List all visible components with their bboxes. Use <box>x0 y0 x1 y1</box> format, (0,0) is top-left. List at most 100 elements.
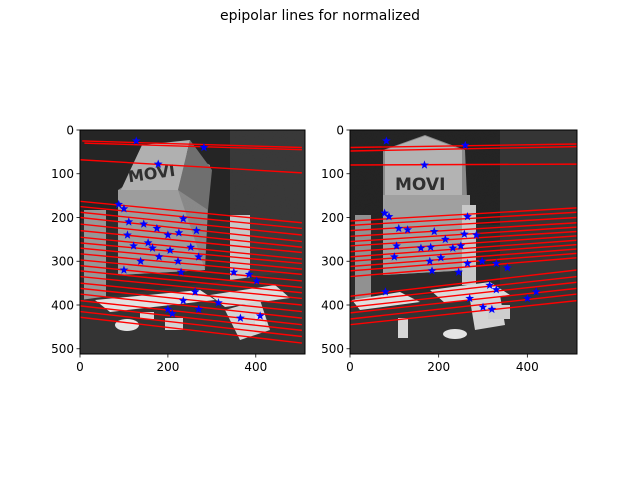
left-x-tick-label: 200 <box>156 360 179 374</box>
right-feature-point <box>403 225 413 234</box>
left-epipolar-line <box>80 264 302 289</box>
right-epipolar-line <box>350 222 577 238</box>
left-epipolar-line <box>80 216 302 243</box>
right-epipolar-line <box>350 239 577 258</box>
left-feature-point <box>119 265 129 274</box>
left-epipolar-line <box>80 159 302 174</box>
left-epipolar-line <box>80 205 302 230</box>
right-y-tick-label: 400 <box>321 298 344 312</box>
left-epipolar-line <box>80 293 302 319</box>
right-epipolar-line <box>350 299 577 326</box>
left-feature-point <box>124 217 134 226</box>
left-epipolar-line <box>80 259 302 282</box>
left-epipolar-line <box>80 253 302 276</box>
right-feature-point <box>436 253 446 262</box>
right-feature-point <box>384 212 394 221</box>
left-epipolar-line <box>80 247 302 270</box>
left-feature-point <box>148 243 157 252</box>
right-feature-point <box>460 229 469 238</box>
left-y-tick-label: 300 <box>51 255 74 269</box>
left-feature-point <box>123 230 132 239</box>
right-epipolar-line <box>350 163 577 166</box>
left-feature-point <box>154 252 164 261</box>
left-feature-point <box>255 311 265 320</box>
right-y-tick-label: 0 <box>336 123 344 137</box>
left-feature-point <box>165 245 175 255</box>
right-epipolar-line <box>350 243 577 262</box>
right-feature-point <box>381 136 391 145</box>
right-feature-point <box>471 230 481 239</box>
left-feature-point <box>178 214 188 223</box>
left-feature-point <box>174 228 184 237</box>
right-feature-point <box>425 256 435 265</box>
left-epipolar-line <box>80 287 302 313</box>
right-feature-point <box>531 287 541 296</box>
right-feature-point <box>478 302 488 311</box>
right-feature-point <box>463 212 472 221</box>
right-y-tick-label: 500 <box>321 342 344 356</box>
right-x-tick-label: 400 <box>516 360 539 374</box>
right-y-tick-label: 200 <box>321 211 344 225</box>
left-feature-point <box>236 313 245 322</box>
right-feature-point <box>522 293 532 303</box>
right-feature-point <box>429 226 439 236</box>
right-x-tick-label: 0 <box>346 360 354 374</box>
left-epipolar-line <box>80 299 302 326</box>
right-axis-ticks: 0 200 400 0 100 200 300 400 500 <box>321 123 539 374</box>
right-photo: MOVI <box>350 130 577 354</box>
left-epipolar-line <box>84 142 302 151</box>
left-y-tick-label: 100 <box>51 167 74 181</box>
right-feature-point <box>394 223 404 233</box>
left-feature-point <box>163 230 173 239</box>
figure-title: epipolar lines for normalized <box>219 8 421 24</box>
left-feature-point <box>173 256 183 265</box>
left-feature-point <box>252 276 262 285</box>
right-feature-point <box>381 287 390 296</box>
right-feature-point <box>448 243 458 252</box>
right-feature-point <box>465 293 475 303</box>
right-feature-point <box>491 258 501 268</box>
left-epipolar-line <box>80 242 302 265</box>
right-feature-point <box>487 304 497 314</box>
left-epipolar-line <box>80 223 302 248</box>
right-epipolar-line <box>350 216 577 232</box>
left-feature-point <box>119 204 129 213</box>
left-feature-point <box>176 267 186 276</box>
left-epipolar-line <box>80 270 302 294</box>
left-epipolar-line <box>80 305 303 332</box>
left-axes-frame <box>79 129 306 355</box>
left-feature-point <box>152 223 162 233</box>
right-epipolar-line <box>350 230 577 247</box>
left-feature-point <box>186 242 196 251</box>
right-y-tick-label: 100 <box>321 167 344 181</box>
right-feature-point <box>463 258 472 268</box>
right-feature-point <box>477 256 487 265</box>
left-feature-point <box>190 287 200 296</box>
right-feature-point <box>426 242 436 251</box>
right-feature-point <box>454 267 463 276</box>
left-y-tick-label: 500 <box>51 342 74 356</box>
right-epipolar-line <box>350 235 577 253</box>
right-epipolar-line <box>350 145 577 152</box>
left-feature-point <box>136 256 146 265</box>
left-x-tick-label: 0 <box>76 360 84 374</box>
left-feature-point <box>192 226 201 235</box>
right-epipolar-line <box>350 281 577 308</box>
right-epipolar-line <box>350 293 577 320</box>
left-feature-point <box>139 219 149 228</box>
left-feature-point <box>143 238 153 247</box>
right-x-tick-label: 200 <box>427 360 450 374</box>
right-y-tick-label: 300 <box>321 255 344 269</box>
right-feature-point <box>456 241 466 250</box>
left-epipolar-line <box>80 310 303 338</box>
left-feature-point <box>229 267 239 276</box>
left-epipolar-line <box>82 140 302 149</box>
right-axes-frame <box>349 129 578 355</box>
left-epipolar-lines <box>80 140 303 344</box>
left-x-tick-label: 400 <box>244 360 267 374</box>
right-image-panel: MOVI 0 200 400 0 100 200 300 400 500 <box>321 123 578 374</box>
left-feature-point <box>129 241 138 250</box>
right-epipolar-line <box>350 257 577 278</box>
left-y-tick-label: 200 <box>51 211 74 225</box>
